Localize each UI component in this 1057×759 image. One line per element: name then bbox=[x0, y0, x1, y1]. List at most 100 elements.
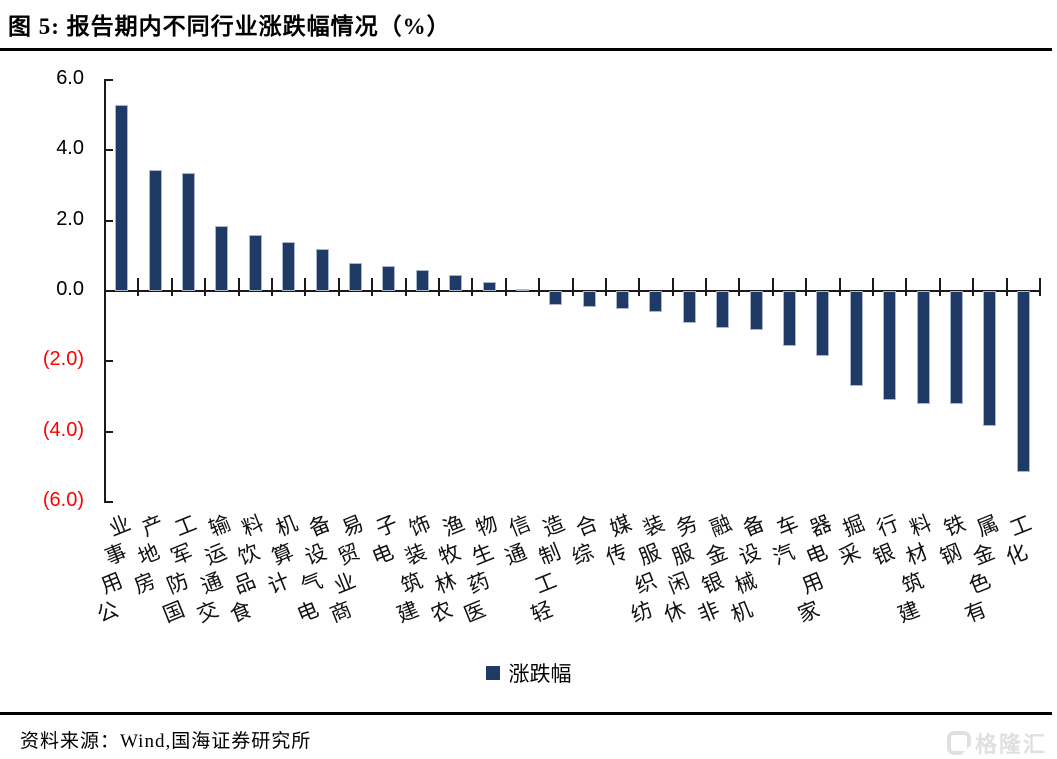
x-axis-label-char: 有 bbox=[961, 596, 990, 628]
bar bbox=[649, 291, 663, 313]
x-axis-tick bbox=[604, 278, 607, 296]
y-axis-tick-label: 6.0 bbox=[56, 67, 84, 89]
x-axis-label-char: 国 bbox=[159, 596, 189, 628]
bar bbox=[816, 291, 830, 357]
x-axis-tick bbox=[538, 278, 541, 296]
bar bbox=[115, 104, 129, 291]
x-axis-label-char: 综 bbox=[568, 539, 598, 570]
x-axis-tick bbox=[872, 278, 875, 296]
bar bbox=[248, 234, 262, 291]
bar bbox=[582, 291, 596, 307]
x-axis-tick bbox=[471, 278, 474, 296]
x-axis-tick bbox=[504, 278, 507, 296]
x-axis-tick bbox=[805, 278, 808, 296]
x-axis-label-char: 电 bbox=[293, 596, 322, 628]
x-axis-label-char: 建 bbox=[393, 596, 423, 628]
x-axis-tick bbox=[905, 278, 908, 296]
x-axis-label-char: 传 bbox=[602, 539, 631, 570]
x-axis-tick bbox=[1039, 278, 1041, 296]
y-axis-tick-label: 2.0 bbox=[56, 207, 84, 230]
x-axis-label-char: 非 bbox=[694, 596, 723, 628]
x-axis-tick bbox=[671, 278, 674, 296]
figure-title: 图 5: 报告期内不同行业涨跌幅情况（%） bbox=[8, 14, 451, 39]
title-underline bbox=[0, 48, 1052, 51]
x-axis-label-char: 农 bbox=[427, 596, 456, 628]
y-axis-tick bbox=[104, 501, 113, 503]
chart-legend: 涨跌幅 bbox=[0, 658, 1057, 688]
bar bbox=[716, 291, 730, 328]
bar bbox=[215, 225, 229, 291]
bar bbox=[315, 248, 329, 291]
y-axis-tick-label: (2.0) bbox=[42, 348, 84, 371]
x-axis-tick bbox=[705, 278, 708, 296]
x-axis-label-char: 通 bbox=[501, 539, 531, 570]
bar bbox=[883, 291, 897, 401]
x-axis-tick bbox=[337, 278, 340, 296]
x-axis-label-char: 纺 bbox=[627, 596, 656, 628]
x-axis-tick bbox=[237, 278, 240, 296]
x-axis-label-char: 轻 bbox=[527, 596, 556, 628]
bar bbox=[783, 291, 797, 346]
x-axis-tick bbox=[170, 278, 173, 296]
y-axis-tick-label: 4.0 bbox=[56, 137, 84, 160]
x-axis-tick bbox=[972, 278, 975, 296]
x-axis-tick bbox=[638, 278, 641, 296]
y-axis-tick-label: (6.0) bbox=[42, 489, 84, 511]
y-axis-tick bbox=[104, 430, 113, 433]
x-axis-tick bbox=[771, 278, 774, 296]
x-axis-label-char: 汽 bbox=[769, 539, 798, 570]
bar bbox=[616, 291, 630, 309]
x-axis-label-char: 机 bbox=[727, 596, 757, 628]
x-axis-tick bbox=[404, 278, 407, 296]
legend-swatch bbox=[485, 666, 500, 680]
x-axis-tick bbox=[938, 278, 941, 296]
bar bbox=[682, 291, 696, 323]
x-axis-label-char: 建 bbox=[894, 596, 924, 628]
y-axis-tick bbox=[104, 290, 113, 292]
x-axis-tick bbox=[371, 278, 374, 296]
x-axis-label: 工化 bbox=[999, 510, 1039, 572]
industry-change-bar-chart: 6.0 4.0 2.0 0.0 (2.0) (4.0) (6.0) 业事用公产地房工军防国输运… bbox=[42, 67, 1041, 628]
x-axis-label-char: 食 bbox=[226, 596, 256, 628]
x-axis-tick bbox=[437, 278, 440, 296]
gelonghui-watermark: 格隆汇 bbox=[946, 727, 1047, 759]
x-axis-tick bbox=[304, 278, 307, 296]
bar bbox=[482, 282, 496, 291]
y-axis-tick bbox=[104, 360, 113, 363]
bar bbox=[282, 241, 296, 291]
x-axis-tick bbox=[137, 278, 140, 296]
legend-label: 涨跌幅 bbox=[508, 662, 572, 686]
bar bbox=[449, 275, 463, 291]
bar bbox=[148, 169, 162, 291]
y-axis-tick-label: 0.0 bbox=[56, 278, 84, 300]
x-axis-label-char: 公 bbox=[93, 596, 122, 628]
bar bbox=[849, 291, 863, 386]
bar bbox=[916, 291, 930, 404]
x-axis-label-char: 医 bbox=[460, 596, 489, 628]
data-source-note: 资料来源：Wind,国海证券研究所 bbox=[20, 731, 312, 752]
bar bbox=[515, 289, 529, 292]
x-axis-tick bbox=[738, 278, 741, 296]
y-axis-tick-label: (4.0) bbox=[42, 418, 84, 441]
y-axis-tick bbox=[104, 149, 113, 152]
bar bbox=[749, 291, 763, 330]
bar bbox=[415, 269, 429, 291]
bar bbox=[1016, 291, 1030, 473]
x-axis-tick bbox=[838, 278, 841, 296]
bar bbox=[382, 266, 396, 291]
x-axis-label-char: 休 bbox=[660, 596, 690, 628]
x-axis-label-char: 采 bbox=[835, 539, 865, 570]
bar bbox=[549, 291, 563, 306]
bar bbox=[983, 291, 997, 427]
y-axis-tick bbox=[104, 79, 113, 81]
x-axis-tick bbox=[1005, 278, 1008, 296]
y-axis-tick bbox=[104, 219, 113, 222]
bar bbox=[950, 291, 964, 404]
footer-divider bbox=[0, 712, 1052, 715]
bar bbox=[181, 173, 195, 291]
x-axis-label-char: 家 bbox=[794, 596, 823, 628]
gelonghui-logo-text: 格隆汇 bbox=[974, 732, 1047, 757]
gelonghui-logo-icon bbox=[946, 731, 971, 755]
x-axis-tick bbox=[571, 278, 574, 296]
